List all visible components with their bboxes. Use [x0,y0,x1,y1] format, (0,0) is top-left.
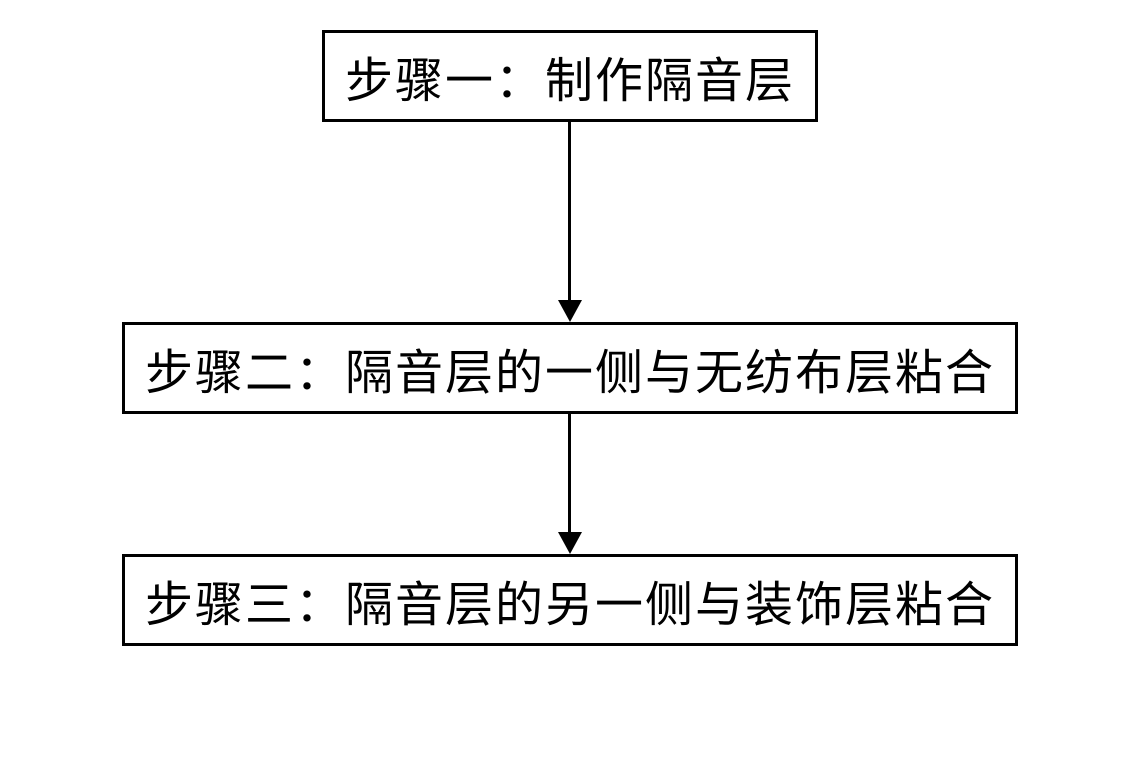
step-box-3: 步骤三：隔音层的另一侧与装饰层粘合 [122,554,1018,646]
step-box-2: 步骤二：隔音层的一侧与无纺布层粘合 [122,322,1018,414]
arrow-line-icon [568,122,571,300]
flowchart-container: 步骤一：制作隔音层 步骤二：隔音层的一侧与无纺布层粘合 步骤三：隔音层的另一侧与… [122,30,1018,646]
arrow-1 [558,122,582,322]
step-text-3: 步骤三：隔音层的另一侧与装饰层粘合 [145,579,995,632]
arrow-line-icon [568,414,571,532]
step-text-1: 步骤一：制作隔音层 [345,55,795,108]
arrow-head-icon [558,532,582,554]
arrow-2 [558,414,582,554]
arrow-head-icon [558,300,582,322]
step-text-2: 步骤二：隔音层的一侧与无纺布层粘合 [145,347,995,400]
step-box-1: 步骤一：制作隔音层 [322,30,818,122]
